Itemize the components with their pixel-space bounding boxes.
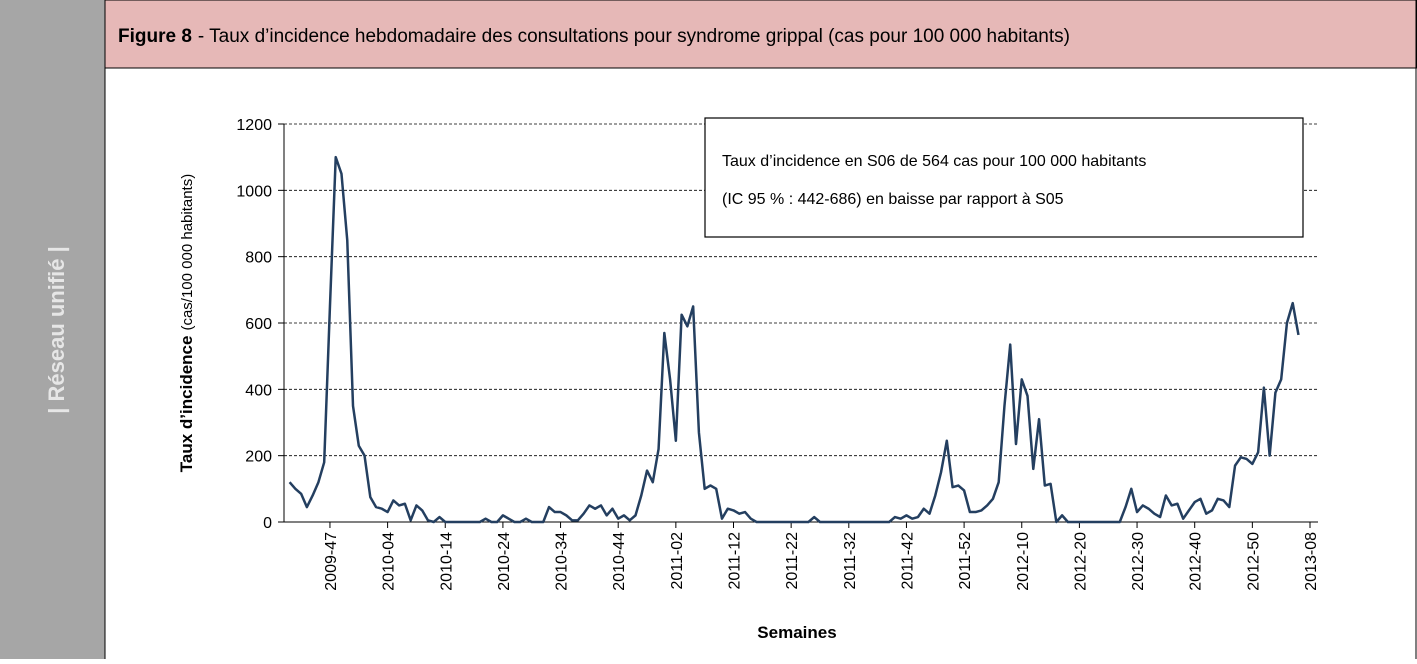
y-tick-label: 1000: [236, 183, 272, 200]
y-label-unit: (cas/100 000 habitants): [179, 174, 196, 331]
y-tick-label: 400: [245, 382, 272, 399]
x-tick-label: 2011-32: [842, 532, 859, 590]
figure-title: - Taux d’incidence hebdomadaire des cons…: [198, 26, 1070, 47]
x-tick-label: 2013-08: [1303, 532, 1320, 591]
sidebar: [0, 0, 105, 659]
series-line: [288, 155, 1300, 524]
annotation-box: [704, 117, 1304, 238]
x-tick-label: 2011-12: [727, 532, 744, 590]
header: [104, 0, 1417, 69]
x-tick-label: 2010-04: [381, 532, 398, 591]
y-label: Taux d’incidence: [177, 336, 196, 473]
x-tick-label: 2010-14: [438, 532, 455, 591]
x-tick-label: 2012-10: [1015, 532, 1032, 591]
x-tick-label: 2011-42: [899, 532, 916, 590]
y-tick-label: 1200: [236, 117, 272, 134]
x-axis-title: Semaines: [757, 623, 836, 642]
x-tick-label: 2010-44: [611, 532, 628, 591]
annotation-text: Taux d’incidence en S06 de 564 cas pour …: [722, 153, 1146, 170]
x-tick-label: 2012-30: [1130, 532, 1147, 591]
figure-label: Figure 8: [118, 26, 192, 47]
y-tick-label: 600: [245, 316, 272, 333]
x-tick-label: 2012-50: [1245, 532, 1262, 591]
x-tick-label: 2009-47: [323, 532, 340, 591]
y-tick-label: 0: [263, 515, 272, 532]
x-tick-label: 2012-20: [1072, 532, 1089, 591]
x-tick-label: 2010-24: [496, 532, 513, 591]
x-tick-label: 2011-02: [669, 532, 686, 590]
x-tick-label: 2010-34: [554, 532, 571, 591]
y-axis-title: Taux d’incidence (cas/100 000 habitants): [177, 174, 196, 472]
x-tick-label: 2012-40: [1188, 532, 1205, 591]
x-tick-label: 2011-52: [957, 532, 974, 590]
y-tick-label: 200: [245, 449, 272, 466]
annotation-text: (IC 95 % : 442-686) en baisse par rappor…: [722, 191, 1064, 208]
y-tick-label: 800: [245, 250, 272, 267]
x-tick-label: 2011-22: [784, 532, 801, 590]
sidebar-label: | Réseau unifié |: [44, 246, 69, 414]
header-title: Figure 8 - Taux d’incidence hebdomadaire …: [118, 26, 1070, 47]
